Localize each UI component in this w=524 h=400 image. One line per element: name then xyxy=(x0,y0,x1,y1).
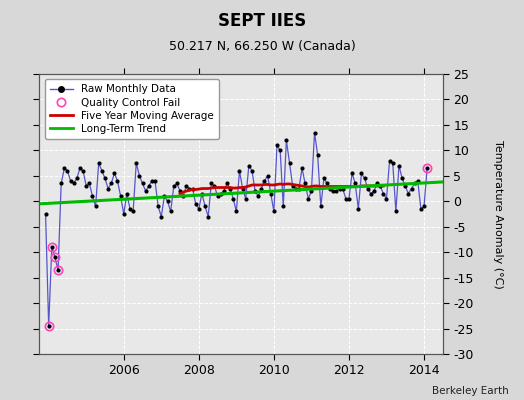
Y-axis label: Temperature Anomaly (°C): Temperature Anomaly (°C) xyxy=(493,140,503,288)
Legend: Raw Monthly Data, Quality Control Fail, Five Year Moving Average, Long-Term Tren: Raw Monthly Data, Quality Control Fail, … xyxy=(45,79,219,139)
Text: SEPT IIES: SEPT IIES xyxy=(218,12,306,30)
Text: Berkeley Earth: Berkeley Earth xyxy=(432,386,508,396)
Text: 50.217 N, 66.250 W (Canada): 50.217 N, 66.250 W (Canada) xyxy=(169,40,355,53)
